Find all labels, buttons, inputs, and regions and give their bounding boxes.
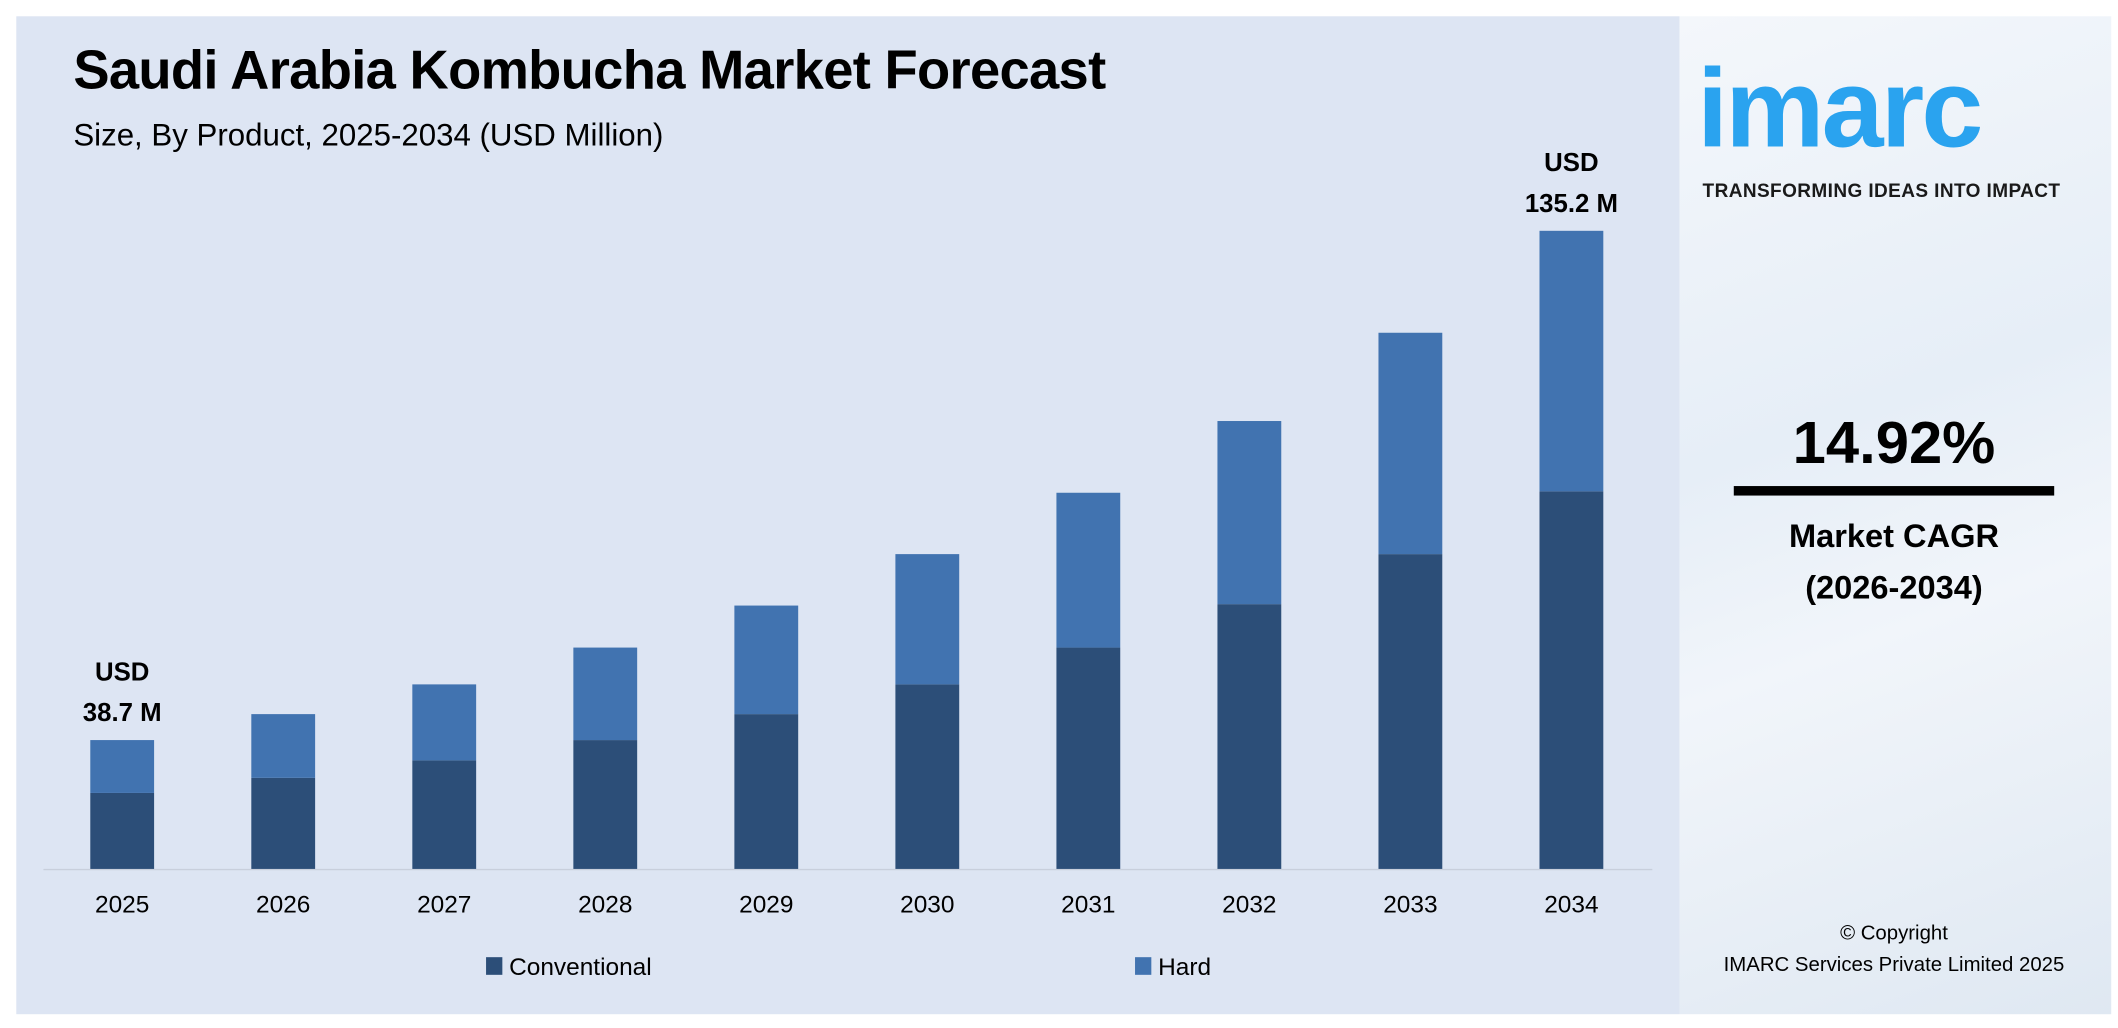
bar-conventional-2029 — [734, 714, 799, 869]
bar-conventional-2026 — [251, 777, 316, 869]
cagr-divider — [1733, 486, 2055, 496]
bar-conventional-2030 — [895, 684, 960, 869]
bar-chart: 2025 USD 38.7 M 2026 2027 2028 2029 2030 2031 203… — [43, 149, 1653, 981]
bar-hard-2032 — [1217, 421, 1282, 605]
side-panel — [1679, 16, 2112, 1015]
cagr-label: Market CAGR — [1788, 518, 2000, 556]
legend-label-hard: Hard — [1158, 954, 1211, 981]
bar-hard-2034 — [1539, 230, 1604, 492]
imarc-logo: imarc — [1697, 47, 1983, 172]
copyright-line2: IMARC Services Private Limited 2025 — [1723, 953, 2065, 977]
chart-subtitle: Size, By Product, 2025-2034 (USD Million… — [73, 116, 664, 153]
bar-hard-2029 — [734, 605, 799, 715]
bar-hard-2028 — [573, 647, 638, 741]
cagr-period: (2026-2034) — [1805, 570, 1983, 607]
copyright-line1: © Copyright — [1840, 921, 1948, 945]
bar-hard-2033 — [1378, 332, 1443, 555]
x-tick-label: 2034 — [1544, 891, 1598, 918]
bar-conventional-2028 — [573, 740, 638, 869]
x-tick-label: 2028 — [578, 891, 632, 918]
bar-conventional-2031 — [1056, 647, 1121, 869]
bar-conventional-2027 — [412, 760, 477, 869]
bar-hard-2030 — [895, 554, 960, 685]
x-tick-label: 2030 — [900, 891, 954, 918]
bar-conventional-2032 — [1217, 604, 1282, 869]
x-tick-label: 2025 — [95, 891, 149, 918]
data-label-unit: USD — [1544, 149, 1598, 177]
brand-tagline: TRANSFORMING IDEAS INTO IMPACT — [1702, 179, 2061, 201]
bar-hard-2031 — [1056, 492, 1121, 648]
chart-title: Saudi Arabia Kombucha Market Forecast — [73, 40, 1106, 101]
x-tick-label: 2029 — [739, 891, 793, 918]
bar-conventional-2025 — [90, 792, 155, 869]
legend-swatch-hard — [1135, 957, 1152, 975]
x-tick-label: 2026 — [256, 891, 310, 918]
legend-swatch-conventional — [486, 957, 503, 975]
x-tick-label: 2033 — [1383, 891, 1437, 918]
bar-conventional-2033 — [1378, 554, 1443, 869]
x-tick-label: 2027 — [417, 891, 471, 918]
bar-hard-2026 — [251, 714, 316, 778]
data-label-value: 135.2 M — [1525, 190, 1618, 218]
bar-hard-2025 — [90, 740, 155, 793]
bar-conventional-2034 — [1539, 491, 1604, 869]
legend-label-conventional: Conventional — [509, 954, 652, 981]
cagr-value: 14.92% — [1792, 410, 1996, 477]
x-tick-label: 2032 — [1222, 891, 1276, 918]
data-label-unit: USD — [95, 658, 149, 686]
x-tick-label: 2031 — [1061, 891, 1115, 918]
bar-hard-2027 — [412, 684, 477, 761]
data-label-value: 38.7 M — [83, 699, 162, 727]
